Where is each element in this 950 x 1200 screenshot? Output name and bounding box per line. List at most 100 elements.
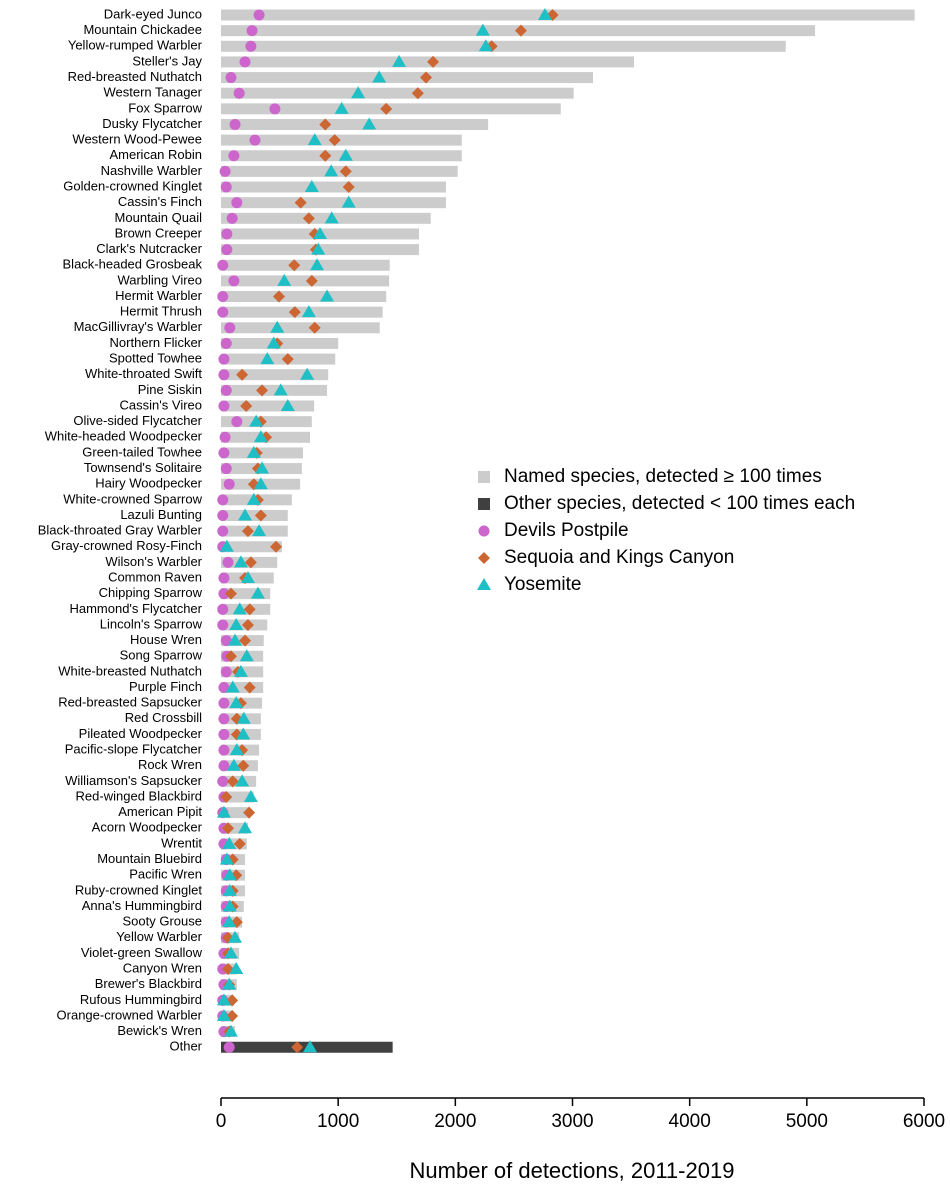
marker-circle [217,619,229,631]
category-label: Cassin's Finch [118,194,202,209]
marker-diamond [224,587,237,600]
category-label: Anna's Hummingbird [82,898,202,913]
bar [221,134,462,146]
marker-circle [269,103,281,115]
marker-diamond [240,400,253,412]
marker-triangle [338,148,353,161]
legend-label: Yosemite [504,574,581,595]
marker-triangle [219,852,234,865]
legend-label: Named species, detected ≥ 100 times [504,466,822,487]
marker-diamond [339,165,352,178]
marker-diamond [514,24,527,37]
bar [221,259,390,271]
bar [221,291,387,303]
marker-circle [220,635,232,647]
bar [221,525,288,537]
bar [221,807,250,819]
category-label: Red-breasted Sapsucker [58,695,202,710]
marker-circle [218,400,230,412]
marker-triangle [222,883,237,896]
marker-triangle [255,461,270,474]
bar [221,197,446,209]
marker-triangle [249,414,264,427]
category-label: Chipping Sparrow [99,585,203,600]
category-label: Dark-eyed Junco [104,6,202,21]
marker-triangle [243,790,258,802]
marker-triangle [225,680,240,693]
bar [221,822,248,834]
category-label: Pileated Woodpecker [79,726,203,741]
category-label: Yellow-rumped Warbler [68,38,203,53]
marker-triangle [236,727,251,740]
marker-triangle [253,477,268,490]
marker-triangle [252,524,267,537]
category-label: Pacific-slope Flycatcher [65,742,203,757]
marker-triangle [236,711,251,724]
marker-circle [228,150,240,162]
marker-circle [220,337,232,349]
legend-label: Devils Postpile [504,520,629,541]
marker-triangle [240,571,255,584]
marker-circle [220,384,232,396]
category-label: Pacific Wren [129,867,202,882]
marker-triangle [310,258,325,271]
marker-circle [217,525,229,537]
marker-triangle [392,54,407,67]
category-label: Mountain Bluebird [97,851,202,866]
bar [221,400,315,412]
marker-circle [220,666,232,678]
marker-diamond [244,556,257,569]
marker-diamond [239,634,252,647]
marker-triangle [351,86,366,99]
bar [221,72,594,84]
marker-triangle [233,664,248,677]
category-label: Rufous Hummingbird [80,992,202,1007]
marker-triangle [238,821,253,834]
marker-circle [225,72,237,84]
marker-circle [218,682,230,694]
marker-triangle [226,758,241,771]
marker-triangle [229,696,244,709]
category-label: Mountain Chickadee [83,22,202,37]
marker-triangle [222,977,237,990]
marker-circle [228,275,240,287]
marker-triangle [222,899,237,912]
marker-circle [218,353,230,365]
marker-circle [233,87,245,99]
marker-triangle [229,617,244,630]
marker-diamond [411,87,424,100]
bar [221,87,574,99]
marker-diamond [305,274,318,287]
category-label: Orange-crowned Warbler [57,1007,203,1022]
marker-triangle [537,8,552,20]
bar [221,181,446,193]
marker-triangle [341,195,356,208]
marker-triangle [232,602,247,615]
category-label: Canyon Wren [123,960,202,975]
marker-circle [231,416,243,428]
marker-triangle [478,39,493,52]
marker-diamond [256,384,269,397]
x-tick-label: 5000 [786,1111,828,1132]
marker-triangle [238,508,253,521]
category-label: American Pipit [118,804,202,819]
marker-triangle [260,352,275,365]
marker-triangle [246,492,261,505]
category-label: Hermit Warbler [115,288,203,303]
bar [221,509,288,521]
bar [221,682,264,694]
category-label: Clark's Nutcracker [96,241,202,256]
marker-circle [218,728,230,740]
category-label: White-throated Swift [85,366,202,381]
category-label: American Robin [110,147,203,162]
bar [221,306,383,318]
category-label: Purple Finch [129,679,202,694]
category-label: White-breasted Nuthatch [58,663,202,678]
category-label: Red-breasted Nuthatch [68,69,202,84]
x-tick-label: 0 [216,1111,227,1132]
marker-triangle [233,555,248,568]
marker-circle [218,572,230,584]
marker-diamond [291,1041,304,1054]
marker-triangle [250,586,265,599]
